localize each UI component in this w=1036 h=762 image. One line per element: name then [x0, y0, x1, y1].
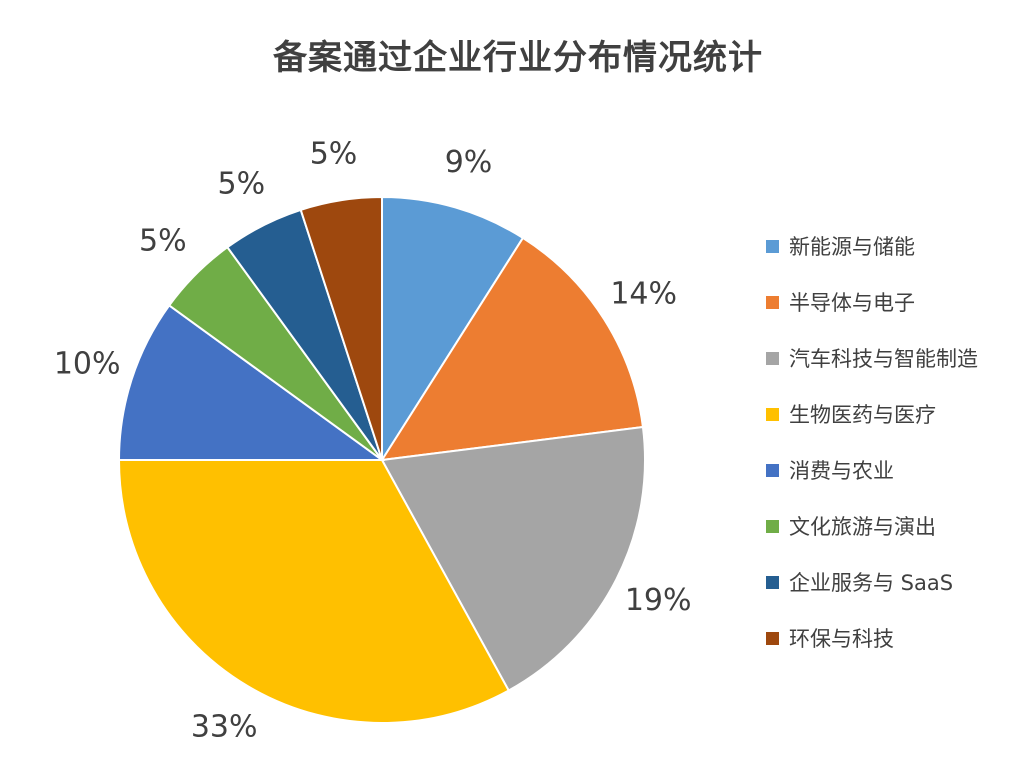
chart-title: 备案通过企业行业分布情况统计	[273, 38, 763, 78]
legend-item-1: 新能源与储能	[766, 218, 978, 274]
legend-swatch	[766, 407, 779, 421]
legend-label: 文化旅游与演出	[789, 515, 936, 539]
legend-label: 消费与农业	[789, 459, 894, 483]
legend-item-8: 环保与科技	[766, 610, 978, 666]
legend-item-4: 生物医药与医疗	[766, 386, 978, 442]
legend-label: 新能源与储能	[789, 235, 915, 259]
data-label-8: 5%	[310, 136, 358, 171]
legend-swatch	[766, 575, 779, 589]
legend-label: 半导体与电子	[789, 291, 915, 315]
data-label-1: 9%	[445, 145, 493, 180]
legend-item-2: 半导体与电子	[766, 274, 978, 330]
legend-label: 汽车科技与智能制造	[789, 347, 978, 371]
legend-item-3: 汽车科技与智能制造	[766, 330, 978, 386]
legend-swatch	[766, 631, 779, 645]
legend-label: 企业服务与 SaaS	[789, 571, 954, 595]
pie-slice-2	[380, 236, 645, 462]
legend-swatch	[766, 239, 779, 253]
legend-swatch	[766, 519, 779, 533]
data-label-3: 19%	[625, 583, 692, 618]
pie-slice-4	[117, 459, 511, 724]
pie-slice-1	[381, 195, 525, 464]
legend-item-7: 企业服务与 SaaS	[766, 554, 978, 610]
legend-swatch	[766, 351, 779, 365]
legend-item-6: 文化旅游与演出	[766, 498, 978, 554]
data-label-7: 5%	[218, 166, 266, 201]
pie-slice-3	[380, 425, 646, 692]
legend-swatch	[766, 463, 779, 477]
data-label-2: 14%	[610, 276, 677, 311]
pie-slice-8	[299, 195, 383, 461]
legend-label: 生物医药与医疗	[789, 403, 936, 427]
data-label-5: 10%	[54, 347, 121, 382]
legend: 新能源与储能 半导体与电子汽车科技与智能制造 生物医药与医疗 消费与农业文化旅游与演出…	[766, 218, 978, 666]
legend-item-5: 消费与农业	[766, 442, 978, 498]
pie-slice-5	[117, 304, 386, 461]
legend-label: 环保与科技	[789, 627, 894, 651]
data-label-4: 33%	[191, 709, 258, 744]
data-label-6: 5%	[139, 223, 187, 258]
legend-swatch	[766, 295, 779, 309]
